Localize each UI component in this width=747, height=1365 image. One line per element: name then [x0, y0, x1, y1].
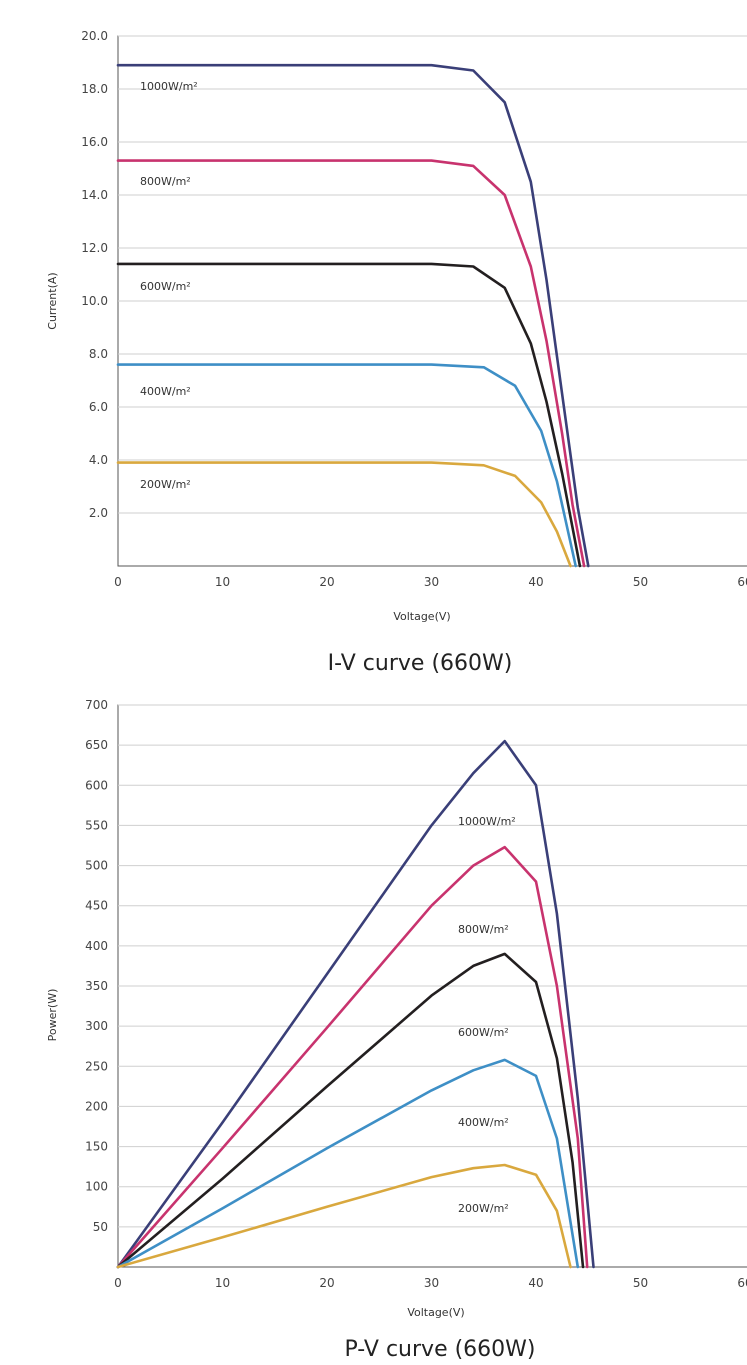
- series-label-3: 400W/m²: [458, 1116, 509, 1129]
- y-tick-label: 450: [85, 899, 108, 913]
- y-tick-label: 700: [85, 698, 108, 712]
- series-label-0: 1000W/m²: [140, 80, 198, 93]
- iv-series-labels: 1000W/m² 800W/m² 600W/m² 400W/m² 200W/m²: [140, 80, 198, 491]
- x-tick-label: 30: [424, 575, 439, 589]
- x-tick-label: 30: [424, 1276, 439, 1290]
- pv-y-axis-label: Power(W): [46, 989, 59, 1042]
- iv-y-tick-labels: 20.0 18.0 16.0 14.0 12.0 10.0 8.0 6.0 4.0 2.0: [81, 29, 108, 520]
- series-line-2: [116, 952, 585, 1269]
- pv-x-tick-labels: 0 10 20 30 40 50 60: [114, 1276, 747, 1290]
- iv-gridlines: [118, 35, 747, 514]
- x-tick-label: 60: [737, 575, 747, 589]
- pv-series-lines: [116, 739, 595, 1269]
- y-tick-label: 50: [93, 1220, 108, 1234]
- iv-x-axis-label: Voltage(V): [393, 610, 450, 623]
- x-tick-label: 60: [737, 1276, 747, 1290]
- iv-chart-title: I-V curve (660W): [328, 651, 513, 676]
- y-tick-label: 8.0: [89, 347, 108, 361]
- pv-series-labels: 1000W/m² 800W/m² 600W/m² 400W/m² 200W/m²: [458, 815, 516, 1215]
- series-label-4: 200W/m²: [140, 478, 191, 491]
- series-line-1: [116, 845, 589, 1269]
- pv-chart-title: P-V curve (660W): [344, 1337, 535, 1362]
- iv-y-axis-label: Current(A): [46, 272, 59, 329]
- y-tick-label: 10.0: [81, 294, 108, 308]
- pv-gridlines: [118, 704, 747, 1228]
- pv-x-axis-label: Voltage(V): [407, 1306, 464, 1319]
- x-tick-label: 20: [319, 575, 334, 589]
- y-tick-label: 12.0: [81, 241, 108, 255]
- series-line-2: [116, 262, 582, 568]
- pv-y-tick-labels: 700 650 600 550 500 450 400 350 300 250 200 150 100 5…: [85, 698, 108, 1234]
- x-tick-label: 50: [633, 1276, 648, 1290]
- x-tick-label: 0: [114, 1276, 122, 1290]
- y-tick-label: 500: [85, 859, 108, 873]
- series-label-0: 1000W/m²: [458, 815, 516, 828]
- y-tick-label: 6.0: [89, 400, 108, 414]
- x-tick-label: 40: [528, 1276, 543, 1290]
- y-tick-label: 14.0: [81, 188, 108, 202]
- y-tick-label: 300: [85, 1019, 108, 1033]
- series-label-2: 600W/m²: [140, 280, 191, 293]
- y-tick-label: 650: [85, 738, 108, 752]
- y-tick-label: 2.0: [89, 506, 108, 520]
- x-tick-label: 10: [215, 575, 230, 589]
- series-line-0: [116, 739, 595, 1269]
- y-tick-label: 400: [85, 939, 108, 953]
- y-tick-label: 20.0: [81, 29, 108, 43]
- y-tick-label: 4.0: [89, 453, 108, 467]
- y-tick-label: 350: [85, 979, 108, 993]
- y-tick-label: 200: [85, 1099, 108, 1113]
- series-label-2: 600W/m²: [458, 1026, 509, 1039]
- series-label-1: 800W/m²: [140, 175, 191, 188]
- x-tick-label: 0: [114, 575, 122, 589]
- x-tick-label: 10: [215, 1276, 230, 1290]
- series-label-3: 400W/m²: [140, 385, 191, 398]
- x-tick-label: 20: [319, 1276, 334, 1290]
- y-tick-label: 100: [85, 1180, 108, 1194]
- iv-chart: 20.0 18.0 16.0 14.0 12.0 10.0 8.0 6.0 4.0 2.0 0 10…: [46, 29, 747, 676]
- x-tick-label: 50: [633, 575, 648, 589]
- y-tick-label: 18.0: [81, 82, 108, 96]
- y-tick-label: 150: [85, 1140, 108, 1154]
- iv-series-lines: [116, 63, 590, 568]
- x-tick-label: 40: [528, 575, 543, 589]
- y-tick-label: 550: [85, 818, 108, 832]
- series-label-4: 200W/m²: [458, 1202, 509, 1215]
- series-label-1: 800W/m²: [458, 923, 509, 936]
- y-tick-label: 16.0: [81, 135, 108, 149]
- pv-chart: 7006506005505004504003503002502001501005…: [46, 698, 747, 1362]
- y-tick-label: 250: [85, 1059, 108, 1073]
- y-tick-label: 600: [85, 778, 108, 792]
- iv-x-tick-labels: 0 10 20 30 40 50 60: [114, 575, 747, 589]
